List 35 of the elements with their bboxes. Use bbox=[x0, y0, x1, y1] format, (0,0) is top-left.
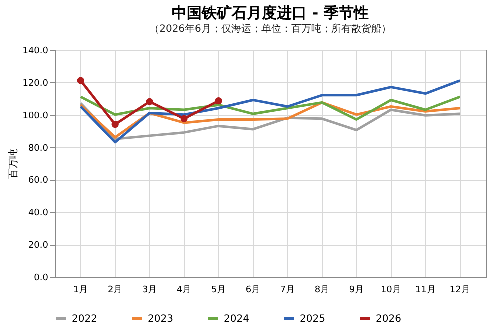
legend-label: 2022 bbox=[72, 314, 98, 325]
y-tick-label: 0.0 bbox=[34, 274, 49, 284]
x-tick-label: 7月 bbox=[280, 286, 296, 296]
y-tick-label: 40.0 bbox=[28, 208, 49, 219]
point bbox=[112, 121, 119, 128]
point bbox=[180, 115, 188, 122]
y-tick-label: 140.0 bbox=[22, 46, 49, 56]
point bbox=[215, 98, 222, 105]
legend-label: 2024 bbox=[224, 314, 250, 325]
x-tick-label: 8月 bbox=[314, 286, 330, 296]
chart-subtitle: （2026年6月；仅海运；单位：百万吨；所有散货船） bbox=[150, 23, 392, 35]
point bbox=[77, 77, 84, 84]
x-tick-label: 1月 bbox=[73, 286, 88, 296]
y-tick-label: 60.0 bbox=[28, 176, 49, 186]
x-tick-label: 11月 bbox=[415, 286, 436, 296]
y-tick-label: 80.0 bbox=[28, 144, 49, 154]
x-tick-label: 10月 bbox=[380, 286, 402, 296]
x-tick-label: 9月 bbox=[349, 286, 364, 296]
y-tick-label: 20.0 bbox=[28, 241, 49, 252]
x-tick-label: 2月 bbox=[108, 286, 123, 296]
y-tick-label: 100.0 bbox=[22, 111, 49, 122]
line-series bbox=[80, 80, 462, 144]
chart-title: 中国铁矿石月度进口 - 季节性 bbox=[172, 4, 369, 22]
legend-label: 2026 bbox=[376, 314, 402, 325]
legend-label: 2025 bbox=[300, 314, 326, 325]
x-tick-label: 5月 bbox=[211, 286, 226, 296]
y-axis-title: 百万吨 bbox=[8, 149, 20, 179]
y-tick-label: 120.0 bbox=[22, 78, 49, 89]
x-tick-label: 3月 bbox=[142, 286, 158, 296]
x-tick-label: 12月 bbox=[450, 286, 470, 296]
line-series bbox=[80, 96, 462, 121]
point bbox=[146, 98, 154, 106]
x-tick-label: 4月 bbox=[176, 286, 192, 296]
x-tick-label: 6月 bbox=[246, 286, 261, 296]
legend-label: 2023 bbox=[148, 314, 174, 325]
